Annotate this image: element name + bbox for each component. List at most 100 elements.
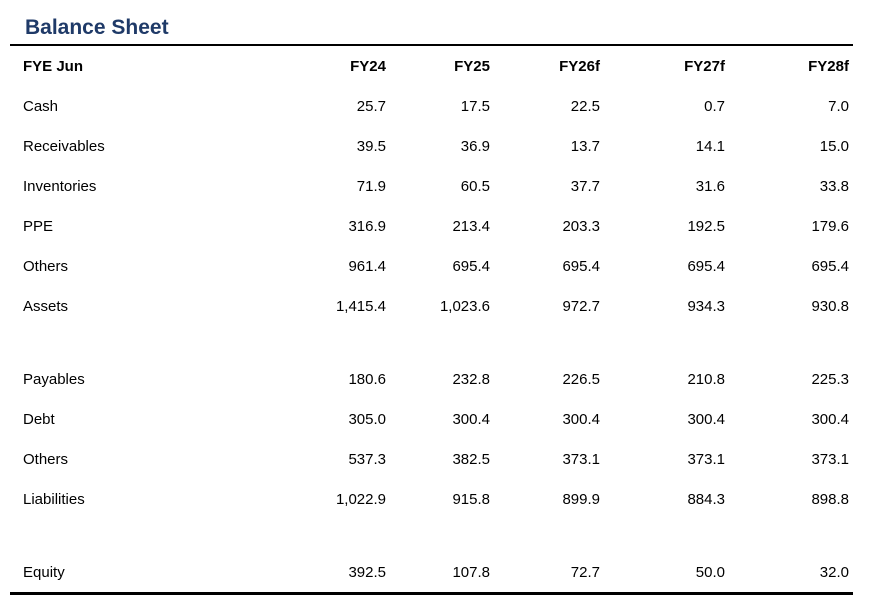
value-cell: 225.3 <box>811 370 849 388</box>
value-cell <box>725 326 853 359</box>
value-cell: 17.5 <box>460 97 490 115</box>
row-label: Others <box>23 450 69 468</box>
value-cell: 179.6 <box>811 217 849 235</box>
table-row: Cash 25.7 17.5 22.5 0.7 7.0 <box>10 86 853 126</box>
value-cell: 1,022.9 <box>335 490 386 508</box>
value-cell: 392.5 <box>348 563 386 581</box>
table-row: Receivables 39.5 36.9 13.7 14.1 15.0 <box>10 126 853 166</box>
value-cell: 930.8 <box>811 297 849 315</box>
value-cell: 50.0 <box>695 563 725 581</box>
value-cell: 210.8 <box>687 370 725 388</box>
value-cell: 192.5 <box>687 217 725 235</box>
table-row: PPE 316.9 213.4 203.3 192.5 179.6 <box>10 206 853 246</box>
row-label: PPE <box>23 217 54 235</box>
value-cell: 60.5 <box>460 177 490 195</box>
spacer-row <box>10 519 853 552</box>
value-cell: 180.6 <box>348 370 386 388</box>
value-cell: 213.4 <box>452 217 490 235</box>
value-cell: 373.1 <box>562 450 600 468</box>
row-label: Others <box>23 257 69 275</box>
value-cell: 300.4 <box>562 410 600 428</box>
header-cell: FY27f <box>684 57 725 75</box>
row-label: Debt <box>23 410 55 428</box>
header-cell: FY26f <box>559 57 600 75</box>
value-cell: 15.0 <box>819 137 849 155</box>
value-cell: 203.3 <box>562 217 600 235</box>
value-cell <box>386 326 490 359</box>
value-cell: 316.9 <box>348 217 386 235</box>
table-row: Others 537.3 382.5 373.1 373.1 373.1 <box>10 439 853 479</box>
value-cell: 37.7 <box>570 177 600 195</box>
table-row: Others 961.4 695.4 695.4 695.4 695.4 <box>10 246 853 286</box>
value-cell: 899.9 <box>562 490 600 508</box>
value-cell: 72.7 <box>570 563 600 581</box>
spacer-row <box>10 326 853 359</box>
page-title: Balance Sheet <box>25 16 169 39</box>
value-cell: 934.3 <box>687 297 725 315</box>
row-label: Assets <box>23 297 69 315</box>
value-cell: 226.5 <box>562 370 600 388</box>
value-cell: 305.0 <box>348 410 386 428</box>
value-cell: 31.6 <box>695 177 725 195</box>
value-cell: 373.1 <box>811 450 849 468</box>
value-cell: 1,415.4 <box>335 297 386 315</box>
value-cell: 33.8 <box>819 177 849 195</box>
value-cell: 884.3 <box>687 490 725 508</box>
value-cell: 695.4 <box>811 257 849 275</box>
value-cell: 13.7 <box>570 137 600 155</box>
report-container: Balance Sheet FYE Jun FY24 FY25 FY26f FY27f F… <box>10 0 853 595</box>
value-cell: 373.1 <box>687 450 725 468</box>
value-cell <box>600 326 725 359</box>
row-label: Cash <box>23 97 59 115</box>
value-cell: 537.3 <box>348 450 386 468</box>
row-label: Payables <box>23 370 85 388</box>
balance-sheet-table: FYE Jun FY24 FY25 FY26f FY27f FY28f Cash 25.7 1… <box>10 46 853 592</box>
value-cell <box>386 519 490 552</box>
value-cell: 961.4 <box>348 257 386 275</box>
value-cell <box>490 326 600 359</box>
value-cell <box>490 519 600 552</box>
value-cell: 7.0 <box>828 97 849 115</box>
value-cell: 107.8 <box>452 563 490 581</box>
header-cell: FY24 <box>350 57 386 75</box>
value-cell: 300.4 <box>811 410 849 428</box>
header-cell: FY28f <box>808 57 849 75</box>
value-cell: 915.8 <box>452 490 490 508</box>
value-cell: 300.4 <box>452 410 490 428</box>
value-cell: 382.5 <box>452 450 490 468</box>
value-cell: 972.7 <box>562 297 600 315</box>
table-row: Inventories 71.9 60.5 37.7 31.6 33.8 <box>10 166 853 206</box>
value-cell: 1,023.6 <box>439 297 490 315</box>
row-label <box>10 519 250 552</box>
table-row: Payables 180.6 232.8 226.5 210.8 225.3 <box>10 359 853 399</box>
value-cell: 232.8 <box>452 370 490 388</box>
table-header-row: FYE Jun FY24 FY25 FY26f FY27f FY28f <box>10 46 853 86</box>
value-cell: 898.8 <box>811 490 849 508</box>
value-cell <box>250 326 386 359</box>
header-cell: FYE Jun <box>23 57 84 75</box>
table-row: Equity 392.5 107.8 72.7 50.0 32.0 <box>10 552 853 592</box>
value-cell: 695.4 <box>687 257 725 275</box>
value-cell: 695.4 <box>452 257 490 275</box>
row-label: Receivables <box>23 137 105 155</box>
header-cell: FY25 <box>454 57 490 75</box>
value-cell: 300.4 <box>687 410 725 428</box>
value-cell: 22.5 <box>570 97 600 115</box>
title-underline-rule <box>10 44 853 46</box>
value-cell: 14.1 <box>695 137 725 155</box>
value-cell: 71.9 <box>356 177 386 195</box>
value-cell <box>600 519 725 552</box>
row-label: Equity <box>23 563 65 581</box>
table-row: Assets 1,415.4 1,023.6 972.7 934.3 930.8 <box>10 286 853 326</box>
row-label: Inventories <box>23 177 97 195</box>
value-cell: 32.0 <box>819 563 849 581</box>
value-cell <box>250 519 386 552</box>
row-label <box>10 326 250 359</box>
value-cell: 0.7 <box>704 97 725 115</box>
value-cell: 36.9 <box>460 137 490 155</box>
value-cell: 695.4 <box>562 257 600 275</box>
row-label: Liabilities <box>23 490 85 508</box>
table-row: Liabilities 1,022.9 915.8 899.9 884.3 898.8 <box>10 479 853 519</box>
value-cell <box>725 519 853 552</box>
